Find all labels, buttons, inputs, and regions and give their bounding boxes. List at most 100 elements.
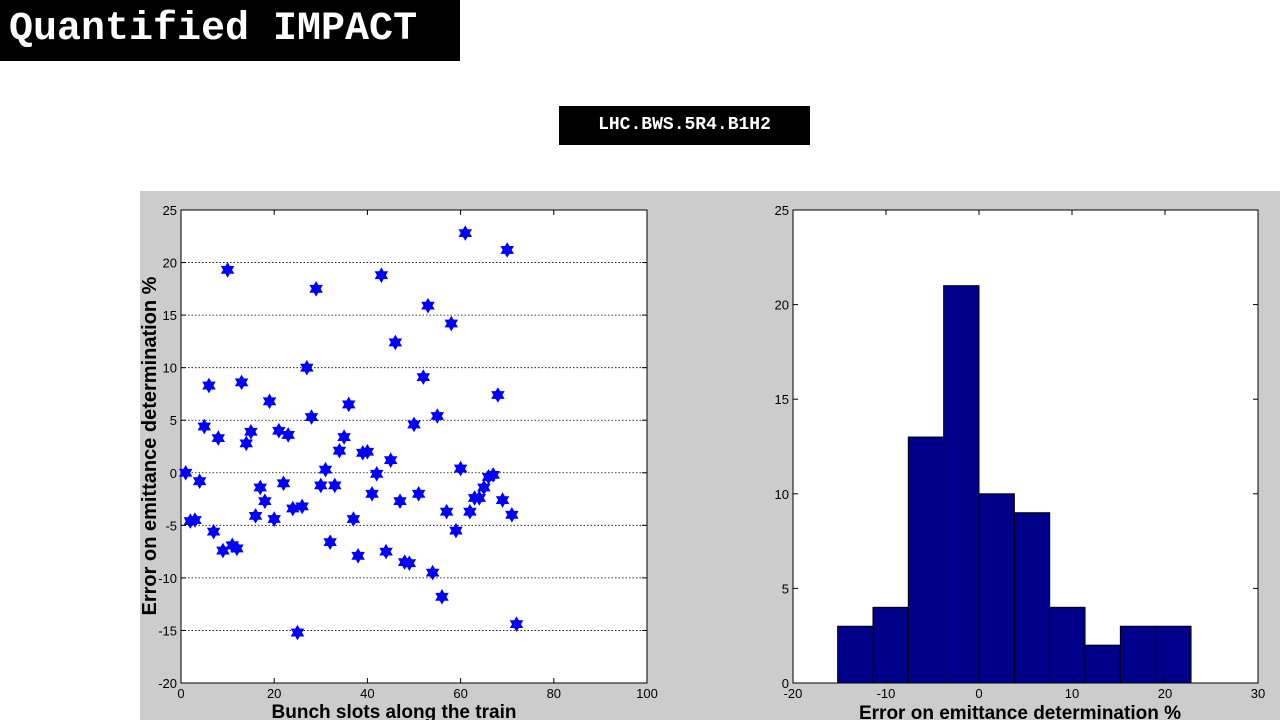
histogram-x-axis-label: Error on emittance determination %	[859, 703, 1181, 720]
histogram-y-tick-label: 5	[782, 581, 789, 596]
scatter-point	[435, 589, 449, 605]
histogram-y-tick-label: 25	[775, 203, 789, 218]
histogram-y-tick-label: 15	[775, 392, 789, 407]
scatter-point	[351, 548, 365, 564]
figure-panel: -20 -15 -10 -5 0 5 10 15 20 25 0 20 40 60 80 100 Bunch …	[139, 191, 1280, 724]
scatter-point	[486, 467, 500, 483]
histogram-bar	[978, 493, 1015, 684]
scatter-point	[411, 485, 426, 502]
scatter-chart: -20 -15 -10 -5 0 5 10 15 20 25 0 20 40 60 80 100 Bunch …	[139, 203, 658, 723]
scatter-point	[346, 511, 361, 527]
device-label: LHC.BWS.5R4.B1H2	[598, 115, 771, 135]
scatter-point	[188, 512, 202, 528]
histogram-bar	[1084, 644, 1121, 684]
histogram-bar	[872, 606, 909, 684]
scatter-point	[304, 409, 319, 425]
histogram-ticks: 0 5 10 15 20 25 -20 -10 0 10 20 30	[775, 203, 1266, 701]
scatter-point	[178, 464, 193, 481]
histogram-bar	[1013, 512, 1051, 684]
scatter-point	[458, 225, 473, 241]
scatter-y-tick-label: 5	[170, 413, 177, 428]
scatter-point	[300, 359, 314, 376]
slide-title-banner: Quantified IMPACT	[0, 0, 460, 61]
scatter-gridlines	[181, 262, 647, 631]
scatter-y-tick-label: -10	[158, 571, 177, 586]
scatter-point	[230, 540, 244, 557]
scatter-point	[267, 511, 281, 527]
scatter-point	[192, 473, 207, 489]
scatter-y-tick-label: 0	[170, 466, 177, 481]
scatter-point	[472, 490, 486, 506]
scatter-point	[276, 475, 291, 492]
scatter-point	[360, 443, 375, 460]
scatter-point	[449, 522, 463, 539]
scatter-y-tick-label: -5	[165, 518, 177, 533]
scatter-point	[323, 534, 337, 550]
scatter-x-tick-label: 60	[453, 686, 467, 701]
histogram-y-tick-label: 0	[782, 676, 789, 691]
scatter-point	[290, 624, 305, 641]
scatter-point	[402, 555, 417, 571]
scatter-point	[477, 479, 491, 496]
scatter-point	[197, 418, 212, 435]
scatter-point	[369, 466, 384, 482]
scatter-point	[328, 477, 342, 494]
scatter-point	[416, 369, 431, 385]
scatter-point	[309, 281, 323, 297]
histogram-bar	[1119, 625, 1157, 684]
scatter-point	[206, 523, 221, 540]
scatter-point	[388, 334, 403, 351]
slide-title: Quantified IMPACT	[9, 7, 418, 52]
scatter-point	[314, 477, 328, 494]
histogram-bar	[943, 285, 980, 684]
scatter-point	[220, 262, 235, 278]
scatter-point	[500, 242, 514, 258]
scatter-point	[318, 461, 333, 478]
scatter-point	[463, 503, 477, 520]
histogram-bar	[1155, 625, 1192, 684]
histogram-bar	[837, 625, 874, 684]
histogram-x-tick-label: 30	[1251, 686, 1265, 701]
histogram-x-tick-label: 10	[1065, 686, 1079, 701]
scatter-x-axis-label: Bunch slots along the train	[272, 702, 517, 720]
scatter-point	[258, 493, 272, 509]
scatter-y-tick-label: 20	[163, 256, 177, 271]
scatter-y-tick-label: 10	[163, 361, 177, 376]
scatter-x-tick-label: 0	[177, 686, 184, 701]
scatter-point	[332, 442, 347, 459]
scatter-point	[444, 315, 459, 332]
scatter-y-axis-label: Error on emittance determination %	[140, 276, 161, 615]
scatter-point	[491, 387, 505, 403]
scatter-point	[505, 507, 519, 523]
scatter-point	[379, 543, 393, 560]
histogram-x-tick-label: 0	[975, 686, 982, 701]
scatter-x-tick-label: 40	[360, 686, 374, 701]
scatter-x-tick-label: 80	[547, 686, 561, 701]
scatter-point	[342, 396, 356, 413]
scatter-x-tick-label: 100	[636, 686, 658, 701]
scatter-point	[253, 479, 267, 496]
scatter-point	[202, 377, 216, 394]
scatter-point	[374, 267, 389, 283]
scatter-point	[211, 430, 226, 446]
histogram-y-tick-label: 10	[775, 487, 789, 502]
scatter-point	[453, 460, 468, 477]
scatter-point	[365, 485, 379, 502]
histogram-x-tick-label: -10	[877, 686, 896, 701]
scatter-y-tick-label: -20	[158, 676, 177, 691]
scatter-point	[337, 429, 351, 445]
scatter-point	[421, 297, 435, 314]
histogram-bar	[907, 436, 945, 684]
scatter-point	[383, 452, 398, 468]
scatter-point	[281, 427, 295, 443]
scatter-point	[425, 564, 440, 581]
scatter-point	[239, 435, 253, 452]
scatter-y-tick-label: 15	[163, 308, 177, 323]
histogram-chart: 0 5 10 15 20 25 -20 -10 0 10 20 30 Error on emittan…	[775, 203, 1266, 724]
histogram-x-tick-label: -20	[784, 686, 803, 701]
scatter-point	[244, 423, 258, 440]
scatter-point	[248, 508, 263, 524]
scatter-point	[430, 408, 445, 424]
histogram-bars	[837, 285, 1192, 684]
scatter-point	[407, 416, 421, 433]
